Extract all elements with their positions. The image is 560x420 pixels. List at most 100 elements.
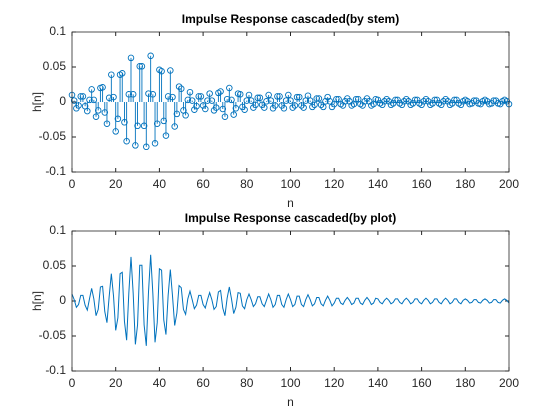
stem-marker	[186, 88, 194, 96]
stem-marker	[230, 111, 237, 118]
stem-marker	[160, 117, 168, 125]
y-tick-label: -0.1	[45, 363, 66, 377]
stem-marker	[309, 103, 316, 111]
stem-marker	[451, 96, 458, 104]
y-axis-label: h[n]	[30, 291, 44, 311]
stem-marker	[70, 97, 78, 104]
x-axis-label: n	[287, 196, 294, 210]
stem-marker	[383, 95, 390, 103]
x-tick-label: 20	[109, 177, 123, 191]
stem-marker	[433, 96, 441, 104]
stem-marker	[208, 97, 216, 104]
x-tick-label: 60	[196, 376, 210, 390]
stem-marker	[263, 98, 270, 105]
stem-marker	[448, 100, 456, 107]
x-tick-label: 180	[455, 177, 475, 191]
stem-marker	[121, 119, 128, 126]
chart-title: Impulse Response cascaded(by plot)	[185, 211, 396, 225]
stem-marker	[114, 115, 122, 123]
stem-marker	[409, 100, 417, 107]
chart-title: Impulse Response cascaded(by stem)	[182, 12, 399, 26]
stem-marker	[195, 93, 202, 100]
stem-marker	[438, 101, 445, 109]
axes-frame	[71, 230, 510, 372]
stem-marker	[92, 113, 100, 120]
stem-marker	[75, 102, 82, 109]
x-tick-label: 60	[196, 177, 210, 191]
y-tick-label: 0	[59, 94, 66, 108]
stem-marker	[293, 93, 301, 101]
stem-marker	[147, 52, 154, 60]
stem-marker	[149, 91, 157, 98]
stem-marker	[191, 106, 198, 113]
stem-marker	[256, 94, 264, 102]
stem-marker	[204, 97, 211, 104]
stem-marker	[333, 95, 340, 103]
y-tick-label: 0.05	[43, 59, 67, 73]
stem-marker	[400, 98, 408, 105]
stem-marker	[226, 84, 233, 92]
x-tick-label: 80	[240, 177, 254, 191]
stem-marker	[84, 107, 91, 115]
stem-marker	[252, 101, 259, 109]
stem-marker	[418, 101, 425, 109]
stem-marker	[123, 137, 130, 145]
x-axis-label: n	[287, 395, 294, 409]
stem-marker	[306, 97, 314, 104]
x-tick-label: 100	[280, 376, 300, 390]
stem-marker	[202, 105, 209, 113]
stem-marker	[140, 122, 148, 130]
line	[71, 254, 510, 346]
x-tick-label: 100	[280, 177, 300, 191]
stem-marker	[285, 91, 292, 99]
stem-marker	[232, 105, 240, 112]
stem-marker	[138, 63, 146, 70]
stem-marker	[105, 94, 113, 102]
stem-marker	[398, 101, 406, 109]
stem-marker	[457, 101, 465, 109]
stem-marker	[287, 97, 294, 104]
stem-marker	[173, 110, 181, 118]
stem-marker	[313, 95, 320, 102]
x-tick-label: 200	[499, 177, 519, 191]
stem-marker	[289, 104, 296, 111]
stem-marker	[219, 105, 227, 113]
stem-marker	[282, 97, 290, 104]
x-tick-label: 180	[455, 376, 475, 390]
stem-marker	[271, 102, 279, 109]
stem-marker	[403, 95, 410, 103]
y-axis-label: h[n]	[30, 92, 44, 112]
x-tick-label: 160	[412, 177, 432, 191]
stem-marker	[420, 98, 428, 105]
stem-marker	[206, 90, 213, 97]
stem-marker	[429, 100, 436, 107]
stem-marker	[315, 95, 323, 102]
stem-marker	[280, 105, 288, 112]
axes-frame	[71, 31, 510, 173]
stem-marker	[77, 93, 84, 100]
x-tick-label: 0	[69, 177, 76, 191]
stem-marker	[311, 101, 318, 109]
stem-marker	[162, 132, 170, 139]
stem-marker	[442, 95, 449, 103]
stem-marker	[177, 85, 185, 92]
y-tick-label: 0.1	[49, 223, 66, 237]
stem-marker	[127, 54, 135, 62]
stem-marker	[247, 97, 255, 104]
stem-marker	[188, 97, 196, 104]
stem-marker	[129, 91, 137, 98]
stem-marker	[164, 93, 172, 100]
stem-marker	[265, 91, 272, 99]
stem-marker	[276, 93, 283, 100]
stem-marker	[171, 123, 178, 130]
x-tick-label: 160	[412, 376, 432, 390]
x-tick-label: 40	[153, 177, 167, 191]
stem-marker	[291, 102, 299, 109]
x-tick-label: 140	[368, 177, 388, 191]
stem-marker	[453, 96, 460, 104]
y-tick-label: -0.1	[45, 164, 66, 178]
stem-marker	[245, 91, 253, 99]
stem-marker	[101, 109, 109, 116]
stem-marker	[217, 88, 224, 95]
